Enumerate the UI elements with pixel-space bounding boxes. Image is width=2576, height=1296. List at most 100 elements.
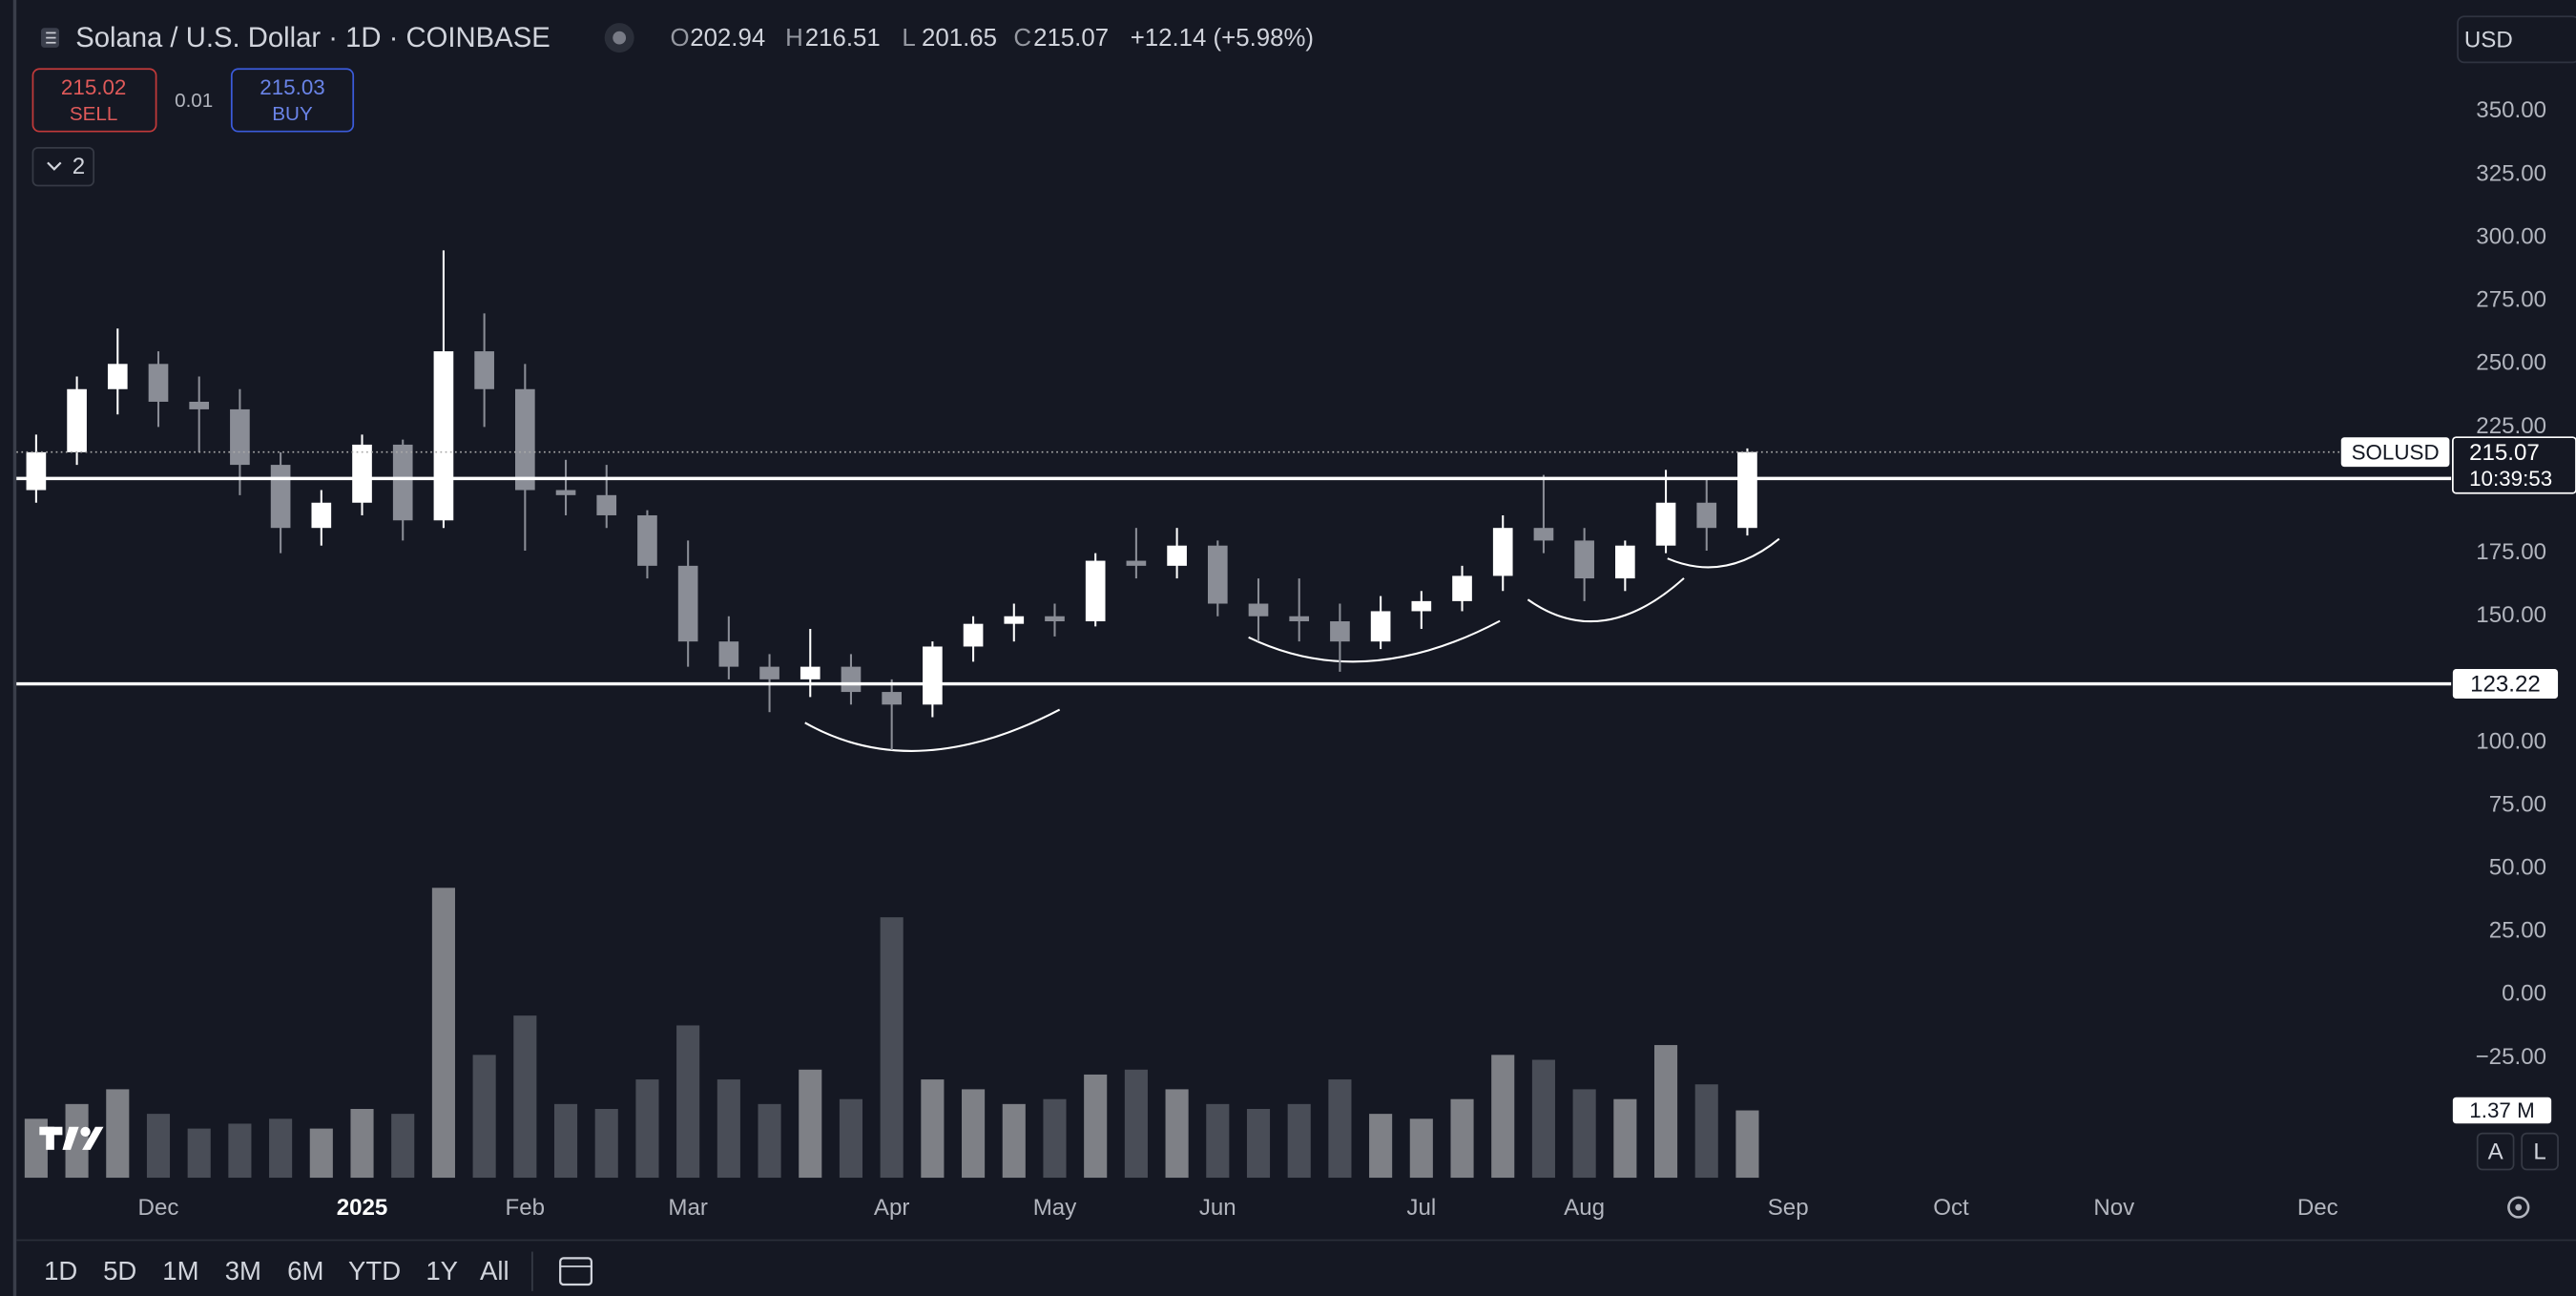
candle-body — [1289, 616, 1310, 622]
y-tick-label: 250.00 — [2476, 350, 2546, 376]
range-button[interactable]: 6M — [287, 1256, 323, 1286]
candle-body — [963, 623, 984, 647]
volume-bar — [758, 1103, 781, 1179]
volume-bar — [921, 1079, 945, 1179]
settings-icon[interactable] — [2507, 1196, 2530, 1219]
ohlc-key: O — [671, 25, 690, 52]
range-button[interactable]: 1M — [162, 1256, 198, 1286]
ohlc-key: H — [785, 25, 803, 52]
candle-body — [230, 408, 250, 466]
scale-button[interactable] — [2476, 1132, 2515, 1171]
candle-body — [596, 494, 617, 515]
volume-bar — [1409, 1118, 1433, 1179]
volume-bar — [1124, 1069, 1148, 1179]
currency-button[interactable] — [2457, 15, 2576, 64]
candle-body — [1492, 528, 1513, 576]
arc-drawing — [1527, 577, 1685, 623]
range-button[interactable]: YTD — [348, 1256, 401, 1286]
arc-drawing — [1667, 537, 1780, 569]
volume-bar — [594, 1108, 618, 1179]
candle-body — [1696, 502, 1717, 529]
volume-bar — [513, 1015, 537, 1179]
volume-bar — [553, 1103, 578, 1179]
candle-body — [923, 646, 943, 705]
currency[interactable]: USD — [2464, 27, 2513, 52]
countdown: 10:39:53 — [2469, 467, 2552, 491]
x-tick-label: Mar — [668, 1195, 708, 1221]
volume-bar — [1206, 1103, 1230, 1179]
last-price-box — [2451, 436, 2576, 494]
symbol-tag-box — [2340, 437, 2450, 468]
candle-body — [637, 514, 657, 566]
x-tick-label: Nov — [2093, 1195, 2134, 1221]
candle-body — [1655, 502, 1676, 546]
volume-bar — [1450, 1098, 1474, 1179]
buy-button[interactable] — [230, 68, 355, 133]
volume-bar — [391, 1114, 415, 1179]
y-tick-label: 0.00 — [2502, 981, 2546, 1007]
indicator-toggle[interactable] — [31, 147, 95, 187]
spread: 0.01 — [175, 90, 213, 112]
candle-body — [1574, 540, 1594, 579]
candle-body — [1207, 545, 1228, 604]
volume-bar — [1043, 1098, 1067, 1179]
ohlc-key: L — [902, 25, 915, 52]
ohlc-value: 202.94 — [690, 25, 765, 52]
buy-price[interactable]: 215.03 — [260, 75, 324, 99]
range-button[interactable]: 5D — [103, 1256, 136, 1286]
range-button[interactable]: All — [480, 1256, 509, 1286]
sell-label[interactable]: SELL — [70, 103, 118, 125]
scale-button-label[interactable]: L — [2533, 1139, 2545, 1165]
indicator-count[interactable]: 2 — [73, 154, 85, 179]
range-button[interactable]: 1Y — [426, 1256, 458, 1286]
tv-logo — [39, 1126, 104, 1150]
volume-bar — [1694, 1084, 1718, 1179]
calendar-icon[interactable] — [559, 1257, 593, 1286]
volume-bar — [1328, 1079, 1352, 1179]
volume-bar — [1002, 1103, 1026, 1179]
symbol-icon — [41, 28, 59, 48]
y-tick-label: 175.00 — [2476, 539, 2546, 565]
volume-bar — [717, 1079, 740, 1179]
candle-body — [677, 565, 698, 642]
x-tick-label: Dec — [138, 1195, 179, 1221]
volume-bar — [269, 1118, 293, 1179]
x-tick-label: Jul — [1406, 1195, 1436, 1221]
sell-button[interactable] — [31, 68, 157, 133]
volume-bar — [635, 1079, 659, 1179]
volume-bar — [350, 1108, 374, 1179]
y-tick-label: −25.00 — [2476, 1044, 2546, 1070]
volume-label: 1.37 M — [2469, 1098, 2534, 1122]
x-tick-label: Oct — [1933, 1195, 1969, 1221]
volume-bar — [472, 1055, 496, 1179]
scale-button[interactable] — [2521, 1132, 2559, 1171]
candle-body — [392, 444, 413, 521]
scale-button-label[interactable]: A — [2488, 1139, 2504, 1165]
candle-body — [1737, 451, 1757, 529]
chevron — [47, 161, 62, 171]
volume-bar — [1084, 1074, 1108, 1179]
volume-bar — [1491, 1055, 1515, 1179]
ohlc-value: 216.51 — [805, 25, 881, 52]
x-tick-label: Jun — [1199, 1195, 1236, 1221]
candle-body — [67, 388, 87, 452]
range-button[interactable]: 1D — [44, 1256, 77, 1286]
price-label: 123.22 — [2470, 672, 2541, 698]
sell-price[interactable]: 215.02 — [61, 75, 126, 99]
volume-bar — [146, 1114, 171, 1179]
candle-body — [148, 364, 169, 402]
price-label-box — [2452, 669, 2559, 700]
candle-body — [1411, 600, 1432, 612]
volume-bar — [1531, 1059, 1555, 1179]
volume-bar — [839, 1098, 863, 1179]
candle-body — [1615, 545, 1635, 579]
buy-label[interactable]: BUY — [272, 103, 313, 125]
range-button[interactable]: 3M — [225, 1256, 261, 1286]
volume-bar — [962, 1089, 986, 1179]
candle-body — [800, 666, 821, 679]
candle-body — [1370, 611, 1391, 642]
volume-bar — [799, 1069, 822, 1179]
candle-body — [352, 444, 372, 503]
